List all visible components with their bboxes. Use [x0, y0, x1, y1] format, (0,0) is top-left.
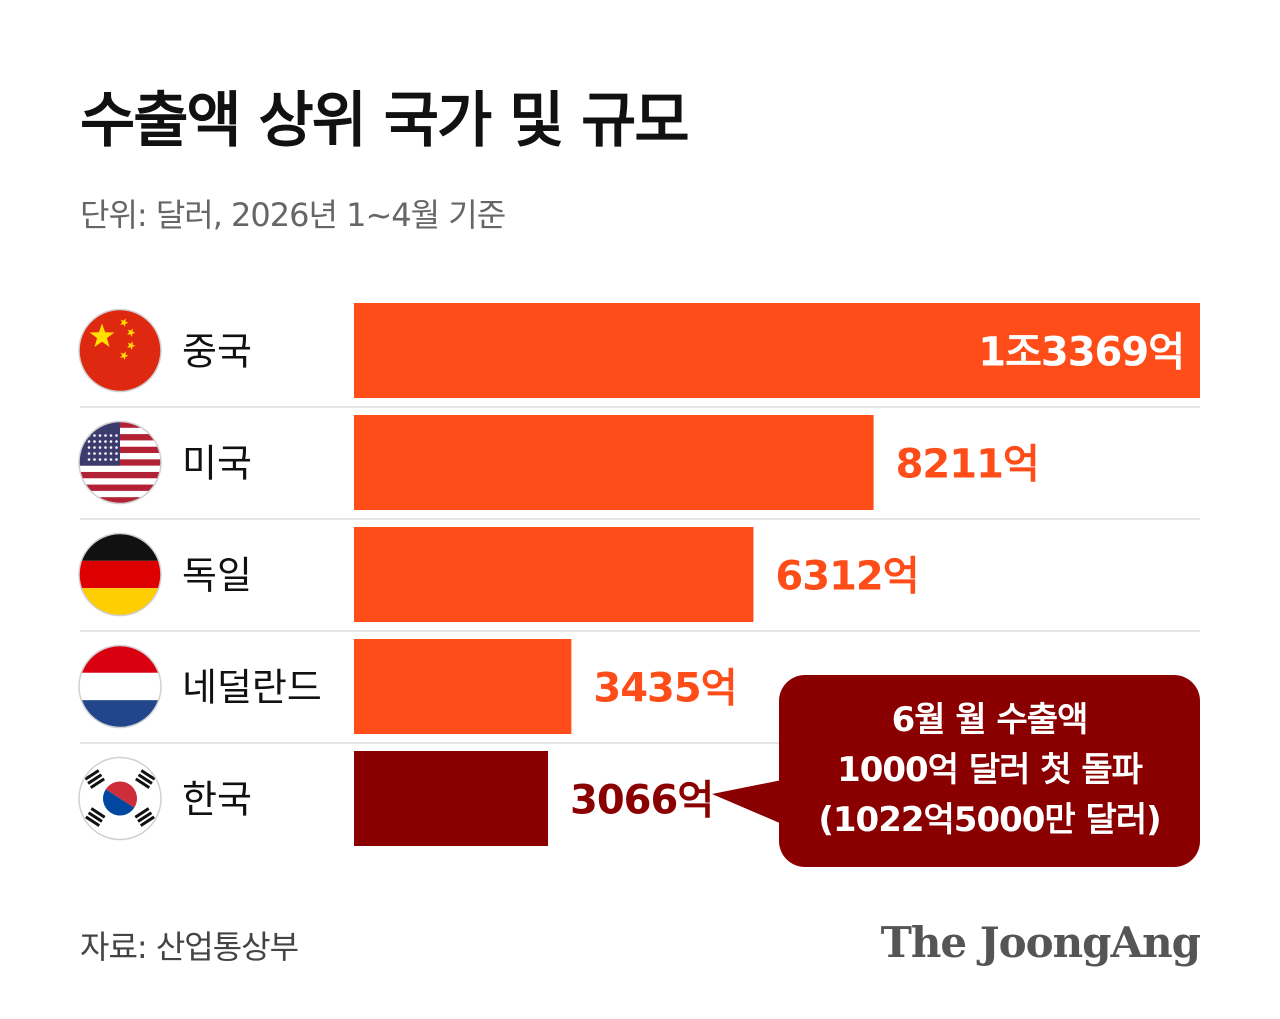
netherlands-flag-outline [78, 644, 162, 729]
category-label: 네덜란드 [182, 666, 322, 710]
bar-2 [354, 527, 754, 622]
category-label: 한국 [182, 778, 252, 822]
value-label: 8211억 [896, 442, 1039, 488]
callout-line-2: 1000억 달러 첫 돌파 [837, 750, 1143, 790]
bar-3 [354, 639, 572, 734]
value-label: 6312억 [775, 554, 918, 600]
china-flag-outline [78, 308, 162, 393]
chart-subtitle: 단위: 달러, 2026년 1~4월 기준 [80, 196, 506, 234]
korea-flag-outline [78, 756, 162, 841]
value-label: 3066억 [570, 778, 713, 824]
korea-flag-icon [79, 758, 161, 840]
china-flag-icon [79, 310, 161, 392]
callout-line-3: (1022억5000만 달러) [818, 800, 1161, 840]
callout-box: 6월 월 수출액 1000억 달러 첫 돌파 (1022억5000만 달러) [779, 675, 1200, 867]
usa-flag-outline [78, 420, 162, 505]
publisher-logo: The JoongAng [880, 918, 1201, 967]
category-label: 중국 [182, 330, 252, 374]
chart-title: 수출액 상위 국가 및 규모 [80, 86, 690, 156]
bar-4 [354, 751, 549, 846]
value-label: 3435억 [593, 666, 736, 712]
category-label: 독일 [182, 554, 252, 598]
bar-1 [354, 415, 874, 510]
category-label: 미국 [182, 442, 252, 486]
germany-flag-icon [79, 534, 161, 616]
source-note: 자료: 산업통상부 [80, 928, 299, 966]
callout-line-1: 6월 월 수출액 [891, 700, 1089, 740]
germany-flag-outline [78, 532, 162, 617]
callout-tail [712, 780, 782, 824]
bar-0 [354, 303, 1200, 398]
value-label: 1조3369억 [978, 330, 1184, 376]
